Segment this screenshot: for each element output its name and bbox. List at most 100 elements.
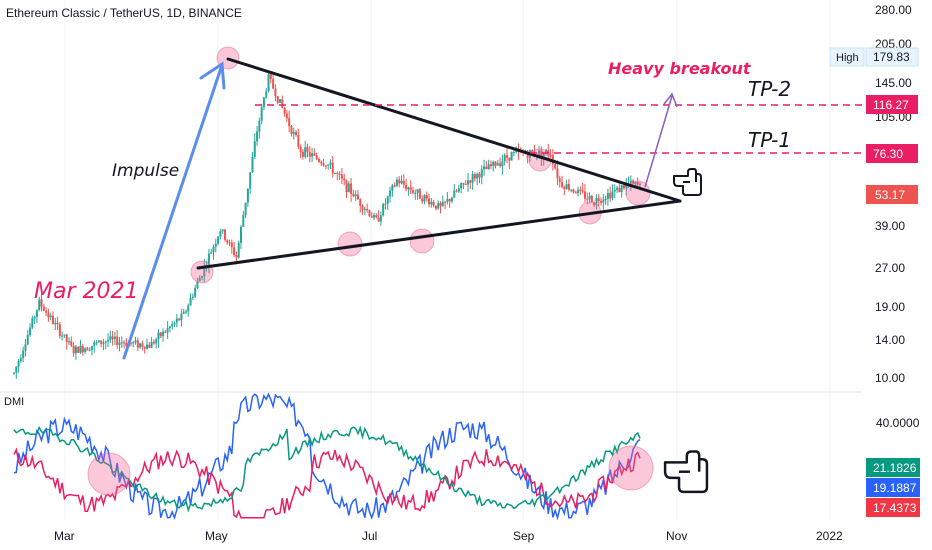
candle-body xyxy=(113,336,116,339)
minus-di-value-tag: 17.4373 xyxy=(873,501,917,515)
candle-body xyxy=(450,197,453,202)
candle-body xyxy=(489,164,492,167)
impulse-label: Impulse xyxy=(112,161,179,181)
candle-body xyxy=(207,253,210,266)
dmi-axis[interactable]: 40.0000 xyxy=(876,416,920,430)
candle-body xyxy=(74,346,77,354)
candle-body xyxy=(178,318,181,321)
candle-body xyxy=(377,217,380,222)
candle-body xyxy=(150,341,153,348)
tp1-price-tag: 76.30 xyxy=(873,147,903,161)
candle-body xyxy=(366,208,369,211)
candle-body xyxy=(501,161,504,167)
tp1-label: TP-1 xyxy=(748,128,791,152)
chart-title: Ethereum Classic / TetherUS, 1D, BINANCE xyxy=(6,6,242,20)
candle-body xyxy=(306,147,309,152)
candle-body xyxy=(132,342,135,344)
candle-body xyxy=(173,322,176,324)
candle-body xyxy=(212,246,215,253)
candle-body xyxy=(432,201,435,206)
adx-line xyxy=(13,425,641,513)
candle-body xyxy=(558,178,561,182)
candle-body xyxy=(609,192,612,199)
candle-body xyxy=(544,150,547,154)
candle-body xyxy=(118,342,121,346)
touch-circles xyxy=(87,46,654,496)
candle-body xyxy=(100,340,103,344)
candle-body xyxy=(480,169,483,178)
candle-body xyxy=(175,318,178,323)
candle-body xyxy=(556,168,559,179)
candle-body xyxy=(510,152,513,161)
candle-body xyxy=(95,342,98,344)
candle-body xyxy=(235,255,238,258)
candle-body xyxy=(17,361,20,367)
candle-body xyxy=(398,179,401,184)
candle-body xyxy=(93,342,96,346)
candle-body xyxy=(554,164,557,169)
candle-body xyxy=(102,342,105,344)
candle-body xyxy=(155,339,158,344)
candle-body xyxy=(104,341,107,343)
breakout-label: Heavy breakout xyxy=(608,59,752,78)
candle-body xyxy=(322,163,325,166)
candle-body xyxy=(455,190,458,192)
adx-value-tag: 21.1826 xyxy=(873,461,917,475)
candle-body xyxy=(54,322,57,324)
candle-body xyxy=(251,156,254,173)
candle-body xyxy=(210,252,213,254)
candle-body xyxy=(577,189,580,194)
candle-body xyxy=(375,215,378,218)
candle-body xyxy=(72,345,75,354)
time-tick: Sep xyxy=(513,529,535,543)
candle-body xyxy=(423,195,426,202)
candlestick-series xyxy=(13,71,641,379)
candle-body xyxy=(604,198,607,200)
breakout-arrow xyxy=(644,92,678,188)
candle-body xyxy=(203,265,206,277)
candle-body xyxy=(407,187,410,190)
candle-body xyxy=(269,74,272,79)
candle-body xyxy=(467,180,470,185)
touch-circle-base xyxy=(190,260,214,284)
candle-body xyxy=(253,141,256,157)
candle-body xyxy=(625,183,628,189)
candle-body xyxy=(483,166,486,170)
candle-body xyxy=(549,154,552,156)
candle-body xyxy=(579,189,582,191)
candle-body xyxy=(194,288,197,297)
candle-body xyxy=(198,277,201,282)
candle-body xyxy=(409,187,412,191)
candle-body xyxy=(313,153,316,156)
candle-body xyxy=(494,161,497,166)
candle-body xyxy=(370,215,373,218)
candle-body xyxy=(561,181,564,187)
candle-body xyxy=(65,334,68,342)
candle-body xyxy=(542,153,545,158)
candle-body xyxy=(586,198,589,200)
candle-body xyxy=(86,348,89,351)
candle-body xyxy=(262,97,265,108)
candle-body xyxy=(361,205,364,210)
candle-body xyxy=(233,247,236,256)
candle-body xyxy=(595,198,598,206)
time-tick: Jul xyxy=(362,529,377,543)
candle-body xyxy=(478,173,481,178)
tp2-label: TP-2 xyxy=(748,77,791,101)
candle-body xyxy=(288,118,291,127)
candle-body xyxy=(15,366,18,373)
candle-body xyxy=(221,229,224,232)
candle-body xyxy=(340,174,343,179)
candle-body xyxy=(446,198,449,202)
candle-body xyxy=(256,131,259,142)
time-axis[interactable]: Mar May Jul Sep Nov 2022 xyxy=(54,529,843,543)
candle-body xyxy=(460,183,463,189)
candle-body xyxy=(116,336,119,346)
high-price-tag: High 179.83 xyxy=(829,47,919,67)
candle-body xyxy=(258,120,261,132)
candle-body xyxy=(191,296,194,298)
price-tick: 19.00 xyxy=(875,300,905,314)
dmi-lines xyxy=(13,392,641,521)
candle-body xyxy=(308,151,311,157)
